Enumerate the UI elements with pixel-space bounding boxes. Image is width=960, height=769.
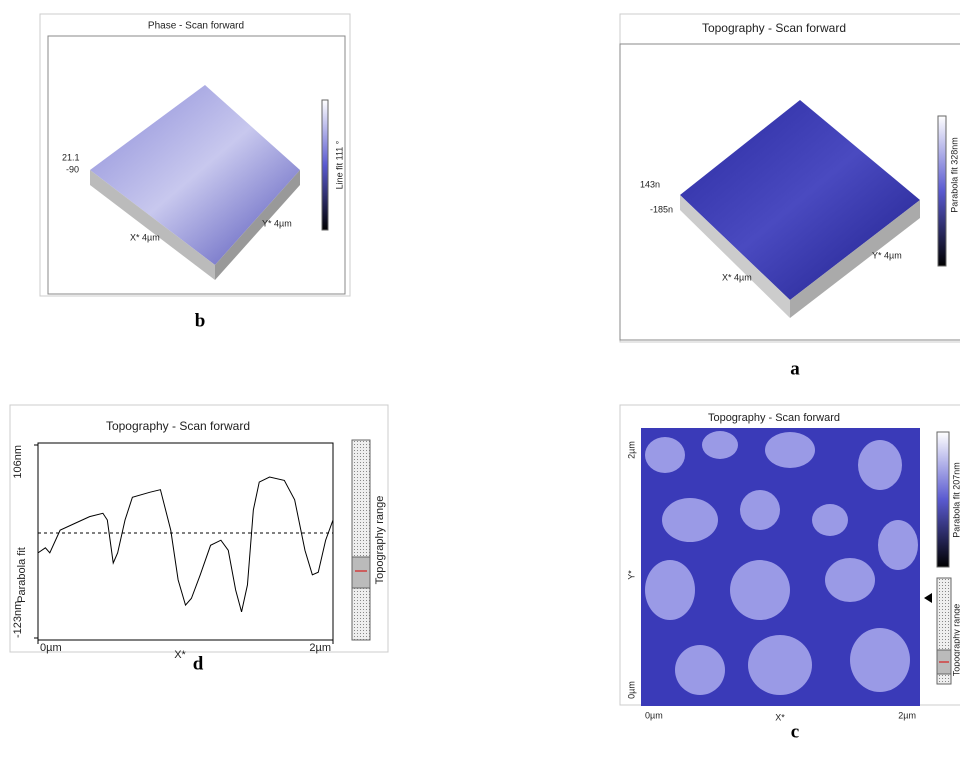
- caption: c: [791, 721, 799, 742]
- x-tick-label: 0µm: [40, 642, 62, 654]
- panel-title: Phase - Scan forward: [148, 21, 244, 32]
- panel-b: Phase - Scan forward 21.1 -90 X* 4µm Y* …: [40, 14, 350, 331]
- z-label: -90: [66, 164, 79, 174]
- x-axis-label: X*: [174, 649, 186, 661]
- z-label: -185n: [650, 204, 673, 214]
- panel-c: Topography - Scan forward 2µm 0µm Y* 0µm…: [620, 405, 960, 742]
- x-axis-label: X*: [775, 712, 785, 722]
- caption: a: [790, 358, 800, 379]
- range-window: [352, 557, 370, 588]
- panel-title: Topography - Scan forward: [702, 21, 846, 35]
- plot-frame: [38, 443, 333, 640]
- y-tick-label: -123nm: [12, 601, 24, 638]
- y-axis-label: Y*: [626, 570, 636, 580]
- range-label: Topography range: [374, 496, 386, 585]
- y-tick-label: 106nm: [12, 445, 24, 479]
- x-tick-label: 2µm: [309, 642, 331, 654]
- z-label: 21.1: [62, 152, 80, 162]
- y-axis-label: Parabola fit: [16, 547, 28, 603]
- colorbar: [938, 116, 946, 266]
- y-tick-label: 0µm: [626, 681, 636, 699]
- colorbar-label: Line fit 111 °: [334, 140, 344, 189]
- x-tick-label: 2µm: [898, 710, 916, 720]
- x-axis-label: X* 4µm: [722, 272, 752, 282]
- panel-d: Topography - Scan forward Parabola fit X…: [10, 405, 388, 674]
- y-axis-label: Y* 4µm: [872, 250, 902, 260]
- panel-title: Topography - Scan forward: [106, 419, 250, 433]
- x-axis-label: X* 4µm: [130, 232, 160, 242]
- colorbar-label: Parabola fit 207nm: [951, 462, 960, 538]
- panel-title: Topography - Scan forward: [708, 412, 840, 424]
- colorbar: [937, 432, 949, 567]
- caption: b: [195, 310, 206, 331]
- y-axis-label: Y* 4µm: [262, 218, 292, 228]
- y-tick-label: 2µm: [626, 441, 636, 459]
- caption: d: [193, 653, 204, 674]
- figure: Phase - Scan forward 21.1 -90 X* 4µm Y* …: [0, 0, 960, 769]
- range-bar: [352, 440, 370, 640]
- z-label: 143n: [640, 179, 660, 189]
- colorbar: [322, 100, 328, 230]
- range-label: Topography range: [951, 604, 960, 677]
- panel-a: Topography - Scan forward 143n -185n X* …: [620, 14, 960, 379]
- x-tick-label: 0µm: [645, 710, 663, 720]
- colorbar-label: Parabola fit 328nm: [949, 137, 959, 213]
